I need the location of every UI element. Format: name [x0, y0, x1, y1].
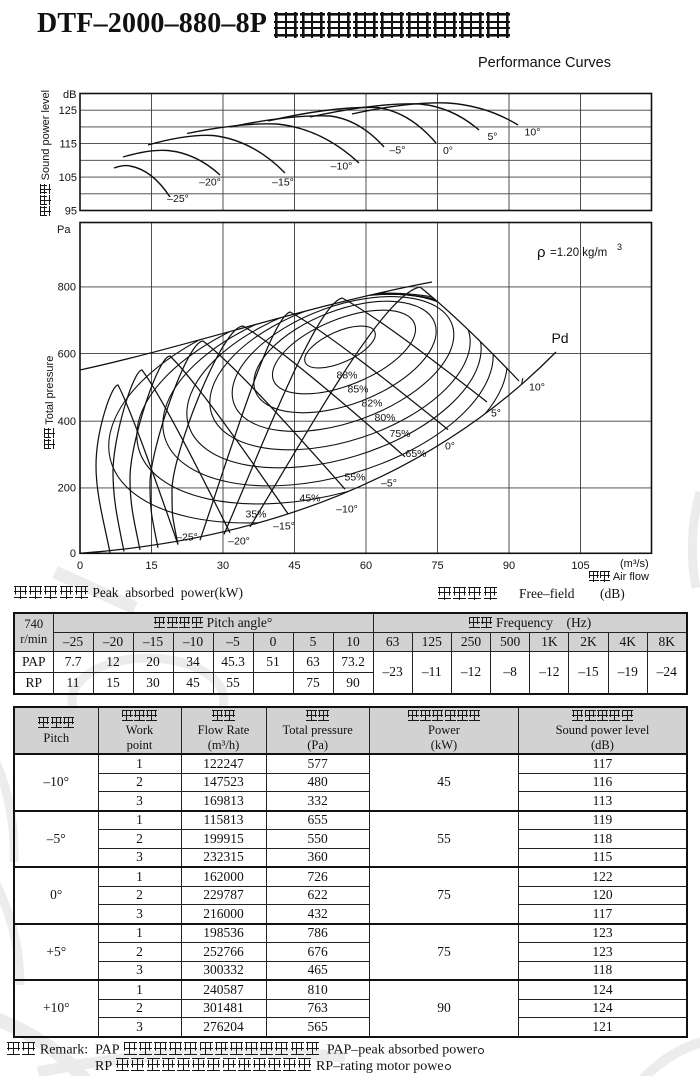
svg-text:125: 125: [59, 105, 77, 117]
svg-text:45: 45: [288, 560, 300, 572]
svg-text:0°: 0°: [443, 145, 453, 157]
svg-text:800: 800: [58, 282, 76, 294]
svg-text:5°: 5°: [491, 408, 501, 420]
svg-text:90: 90: [503, 560, 515, 572]
svg-text:–10°: –10°: [331, 161, 353, 173]
svg-text:0°: 0°: [445, 441, 455, 453]
svg-text:=1.20 kg/m: =1.20 kg/m: [550, 247, 607, 259]
svg-text:115: 115: [59, 138, 77, 150]
svg-text:45%: 45%: [299, 493, 320, 505]
svg-text:105: 105: [59, 172, 77, 184]
svg-text:Pa: Pa: [57, 224, 71, 236]
svg-text:15: 15: [145, 560, 157, 572]
svg-text:–25°: –25°: [176, 532, 198, 544]
svg-text:65%: 65%: [405, 448, 426, 460]
svg-text:–10°: –10°: [336, 504, 358, 516]
svg-text:–25°: –25°: [167, 193, 189, 205]
svg-text:–15°: –15°: [272, 177, 294, 189]
svg-text:95: 95: [65, 205, 77, 217]
svg-text:105: 105: [571, 560, 589, 572]
svg-text:85%: 85%: [347, 384, 368, 396]
svg-text:dB: dB: [63, 89, 76, 101]
svg-text:–5°: –5°: [381, 478, 397, 490]
svg-text:5°: 5°: [487, 131, 497, 143]
svg-text:3: 3: [617, 242, 622, 252]
svg-text:0: 0: [70, 548, 76, 560]
svg-text:Pd: Pd: [551, 330, 568, 346]
svg-text:–15°: –15°: [273, 521, 295, 533]
svg-text:(m³/s): (m³/s): [620, 558, 649, 570]
svg-text:35%: 35%: [245, 509, 266, 521]
svg-text:60: 60: [360, 560, 372, 572]
svg-text:0: 0: [77, 560, 83, 572]
svg-text:75%: 75%: [389, 428, 410, 440]
svg-text:88%: 88%: [336, 370, 357, 382]
svg-text:ρ: ρ: [537, 244, 546, 261]
svg-text:10°: 10°: [525, 127, 541, 139]
svg-text:–5°: –5°: [390, 145, 406, 157]
svg-text:55%: 55%: [344, 472, 365, 484]
svg-text:10°: 10°: [529, 382, 545, 394]
svg-text:200: 200: [58, 483, 76, 495]
svg-text:30: 30: [217, 560, 229, 572]
svg-text:75: 75: [431, 560, 443, 572]
svg-text:–20°: –20°: [228, 536, 250, 548]
svg-text:80%: 80%: [374, 412, 395, 424]
svg-text:600: 600: [58, 348, 76, 360]
svg-text:400: 400: [58, 416, 76, 428]
svg-text:–20°: –20°: [199, 177, 221, 189]
svg-text:82%: 82%: [361, 398, 382, 410]
